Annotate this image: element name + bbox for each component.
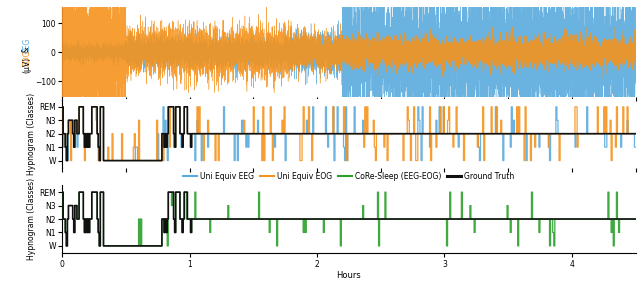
Text: (μV): (μV)	[22, 57, 31, 73]
Y-axis label: Hypnogram (Classes): Hypnogram (Classes)	[28, 93, 36, 175]
Text: EEG: EEG	[22, 37, 31, 53]
X-axis label: Hours: Hours	[337, 271, 361, 280]
Text: &: &	[22, 46, 31, 55]
Y-axis label: Hypnogram (Classes): Hypnogram (Classes)	[28, 178, 36, 260]
Legend: Uni Equiv EEG, Uni Equiv EOG, CoRe-Sleep (EEG-EOG), Ground Truth: Uni Equiv EEG, Uni Equiv EOG, CoRe-Sleep…	[183, 172, 515, 181]
Text: EOG: EOG	[22, 50, 31, 66]
